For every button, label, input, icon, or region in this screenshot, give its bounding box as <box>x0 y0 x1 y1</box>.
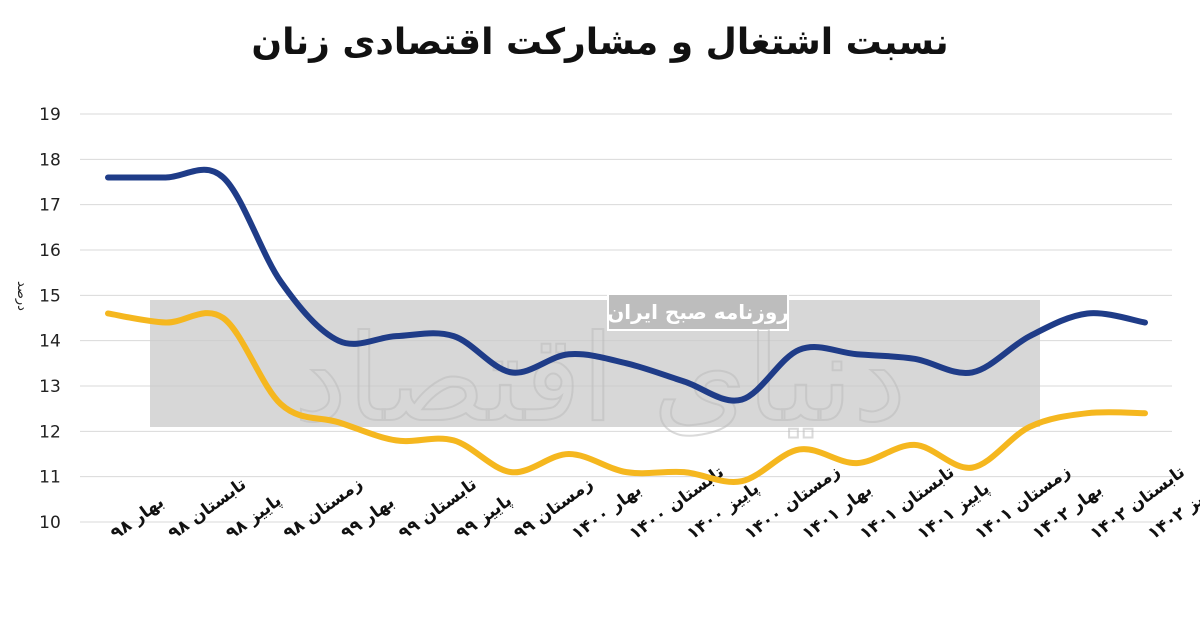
series-line-1 <box>105 166 1148 404</box>
y-tick-label: 15 <box>39 286 61 306</box>
y-tick-label: 10 <box>39 513 61 533</box>
y-tick-label: 17 <box>39 196 61 216</box>
watermark-caption: روزنامه صبح ایران <box>607 300 789 324</box>
x-tick-label: تابستان ۱۴۰۱ <box>856 462 958 544</box>
watermark-caption-box <box>607 293 789 331</box>
x-tick-label: تابستان ۱۴۰۲ <box>1087 462 1189 544</box>
y-tick-label: 13 <box>39 377 61 397</box>
series-lines <box>105 166 1148 485</box>
watermark-band <box>150 300 1040 427</box>
watermark-brand: دنیای اقتصاد <box>294 310 907 449</box>
y-tick-label: 16 <box>39 241 61 261</box>
y-tick-label: 12 <box>39 422 61 442</box>
watermark: روزنامه صبح ایران دنیای اقتصاد <box>150 293 1040 450</box>
x-tick-label: بهار ۹۸ <box>107 492 168 544</box>
y-axis-label: درصد <box>14 281 29 311</box>
series-line-2 <box>105 310 1148 485</box>
x-tick-label: زمستان ۱۴۰۱ <box>971 462 1074 545</box>
chart-title: نسبت اشتغال و مشارکت اقتصادی زنان <box>251 22 949 63</box>
y-tick-label: 18 <box>39 150 61 170</box>
y-tick-label: 11 <box>39 468 61 488</box>
y-axis: 10 11 12 13 14 15 16 17 18 19 <box>39 105 61 533</box>
y-tick-label: 14 <box>39 332 61 352</box>
y-tick-label: 19 <box>39 105 61 125</box>
